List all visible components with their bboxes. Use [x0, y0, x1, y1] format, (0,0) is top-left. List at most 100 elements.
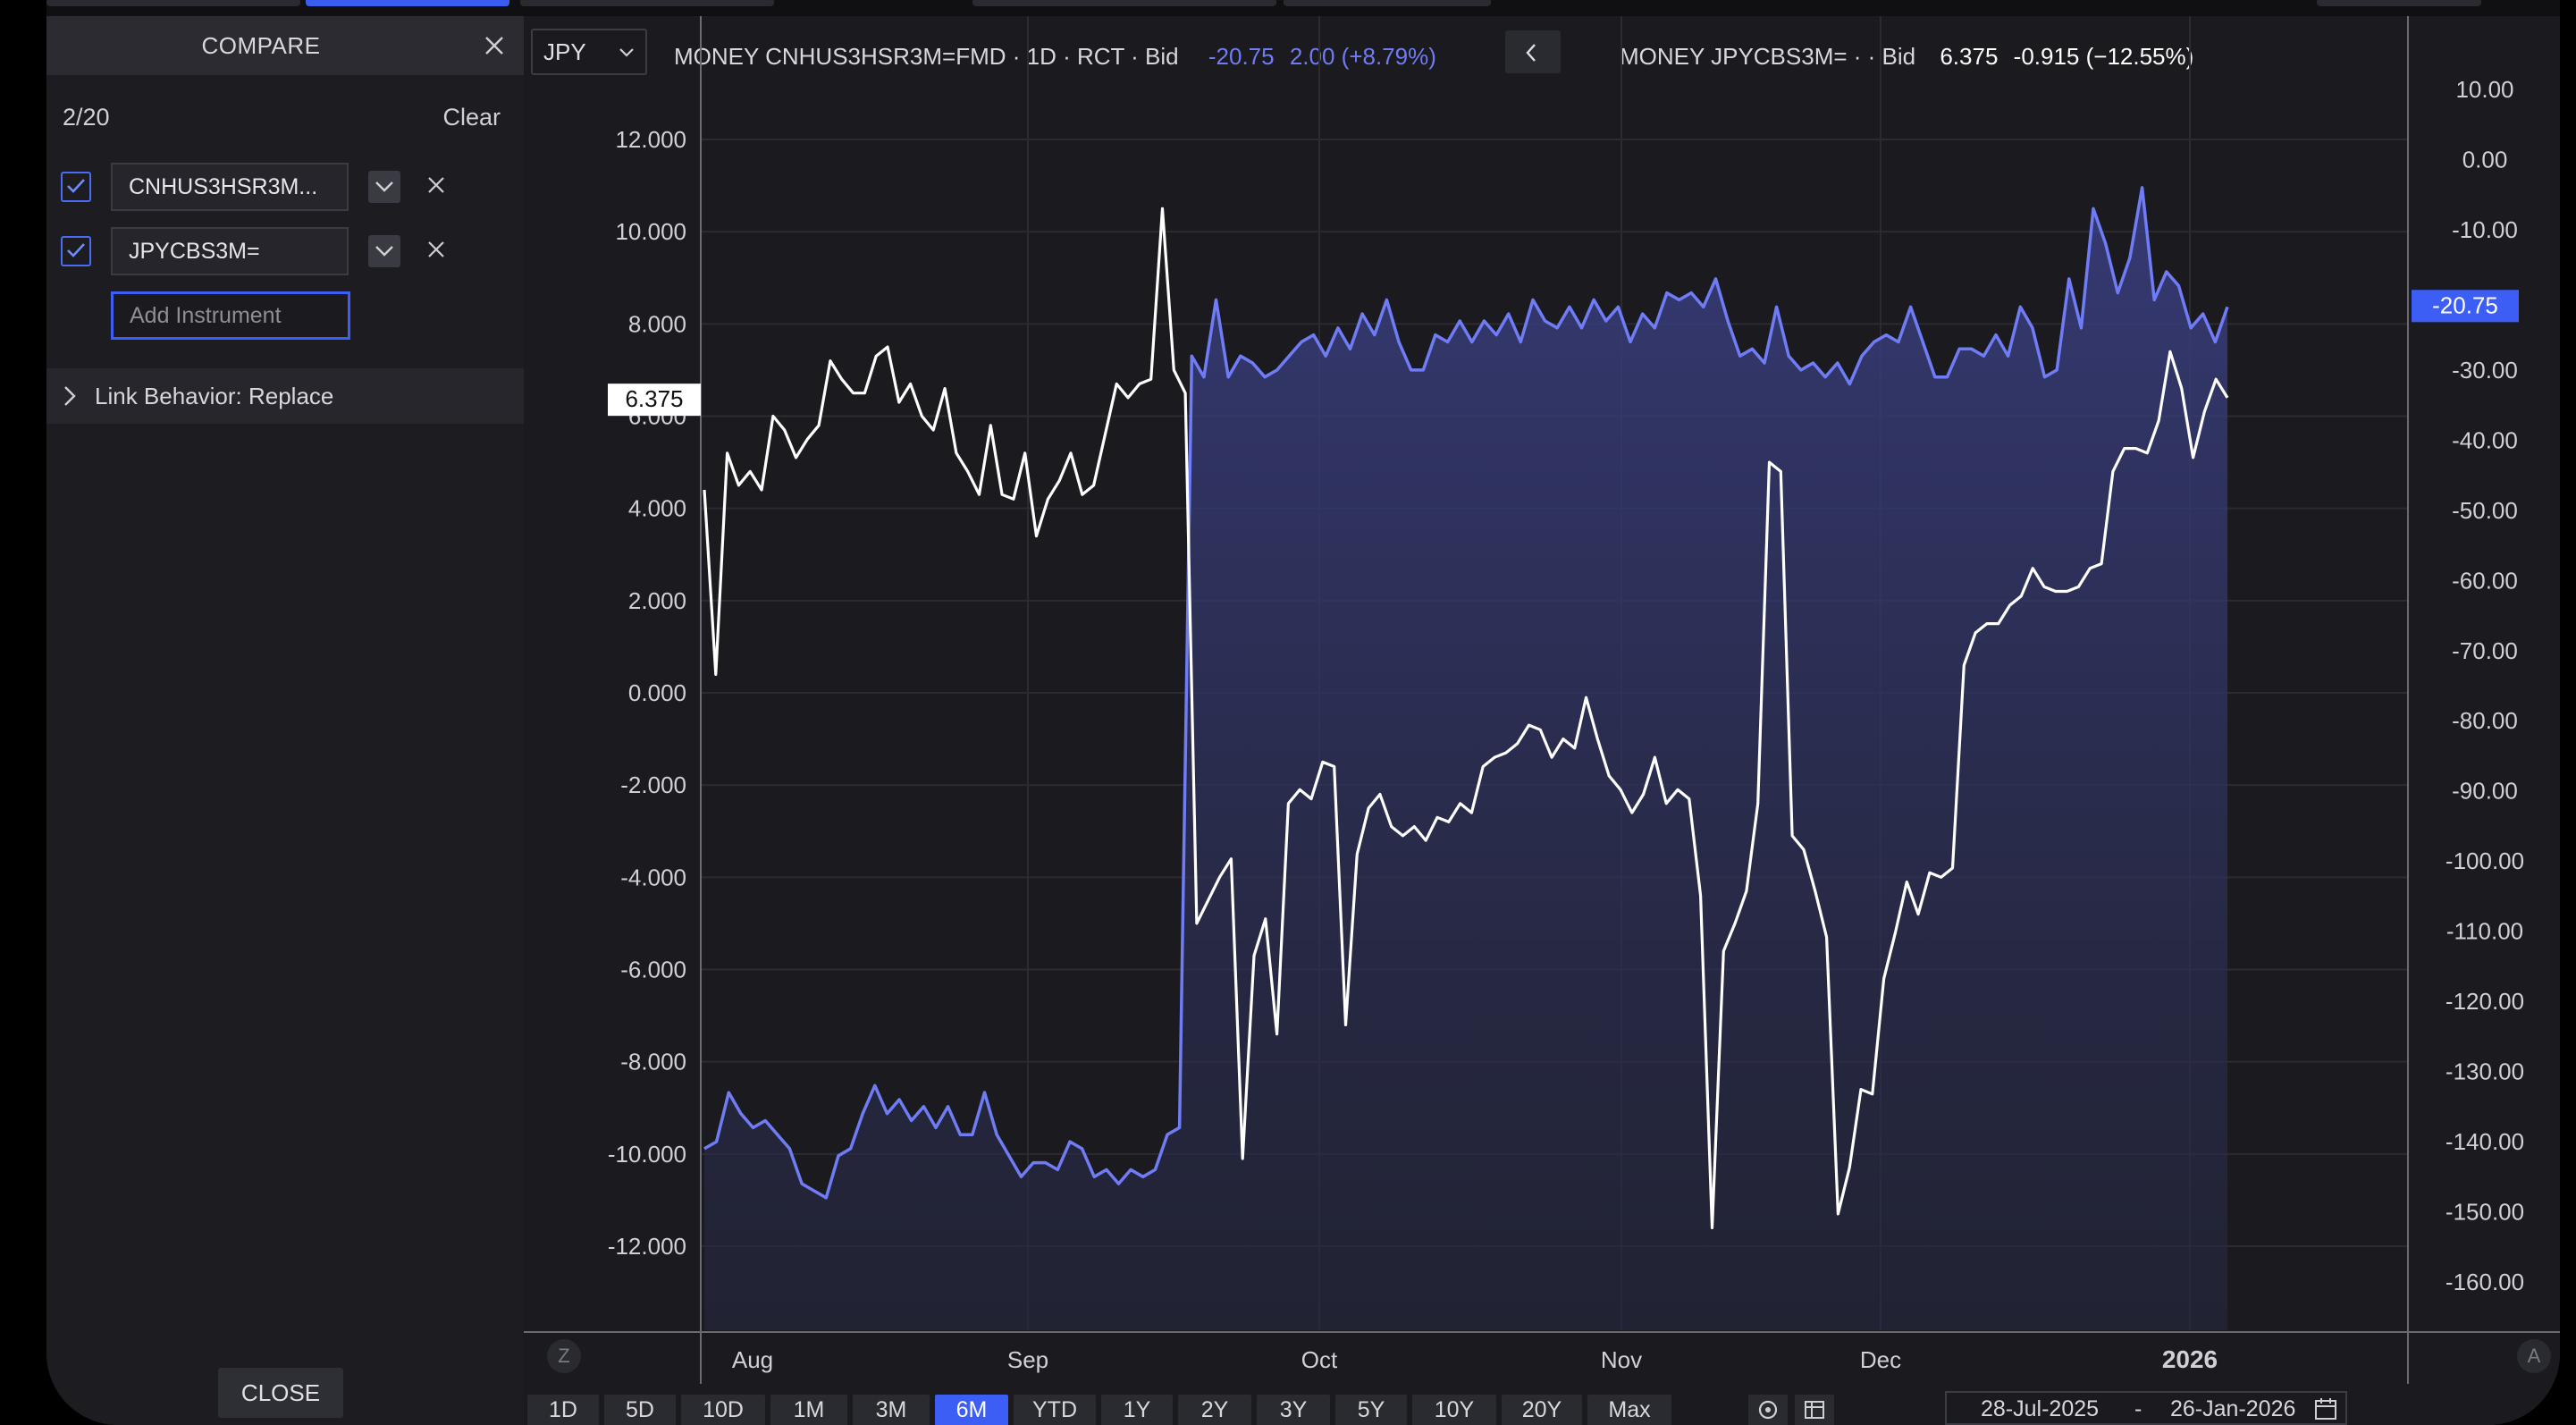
top-tab-active[interactable]	[306, 0, 509, 6]
x-tick-label: Oct	[1301, 1346, 1338, 1373]
auto-scale-button[interactable]: A	[2517, 1339, 2551, 1373]
instrument-checkbox[interactable]	[61, 236, 91, 266]
close-icon	[428, 241, 444, 257]
chart-area: JPY MONEY CNHUS3HSR3M=FMD · 1D · RCT · B…	[524, 16, 2560, 1425]
top-tab[interactable]	[972, 0, 1276, 6]
y-right-tick-label: 0.00	[2462, 146, 2508, 173]
period-button-20y[interactable]: 20Y	[1502, 1395, 1582, 1425]
chevron-down-icon	[375, 181, 393, 192]
period-button-3m[interactable]: 3M	[853, 1395, 930, 1425]
instrument-checkbox[interactable]	[61, 172, 91, 202]
compare-panel-header: COMPARE	[46, 16, 524, 75]
instrument-menu-button[interactable]	[368, 235, 400, 267]
y-right-tick-label: -120.00	[2446, 988, 2524, 1015]
app-window: COMPARE 2/20 Clear CNHUS3HSR3M... JPYCBS…	[46, 0, 2560, 1425]
top-tab[interactable]	[520, 0, 774, 6]
legend-series-1-value: -20.75	[1208, 43, 1275, 70]
top-tab-strip	[46, 0, 2560, 16]
calendar-icon	[2315, 1398, 2336, 1420]
period-button-1d[interactable]: 1D	[527, 1395, 599, 1425]
period-button-3y[interactable]: 3Y	[1257, 1395, 1330, 1425]
instrument-field[interactable]: JPYCBS3M=	[111, 227, 349, 275]
top-tab[interactable]	[1284, 0, 1491, 6]
x-tick-label: Aug	[732, 1346, 773, 1373]
check-icon	[67, 243, 85, 257]
remove-instrument-button[interactable]	[420, 234, 452, 266]
table-view-button[interactable]	[1795, 1395, 1834, 1425]
y-right-tick-label: 10.00	[2455, 76, 2513, 103]
y-left-tick-label: 10.000	[615, 218, 686, 245]
y-right-tick-label: -130.00	[2446, 1058, 2524, 1085]
y-right-tick-label: -30.00	[2452, 357, 2518, 384]
y-left-tick-label: 4.000	[628, 495, 686, 522]
legend-series-2-name: MONEY JPYCBS3M= · · Bid	[1620, 43, 1916, 70]
clear-button[interactable]: Clear	[442, 104, 501, 131]
y-right-tick-label: -40.00	[2452, 426, 2518, 453]
remove-instrument-button[interactable]	[420, 170, 452, 202]
table-icon	[1805, 1401, 1824, 1419]
y-left-tick-label: 2.000	[628, 587, 686, 614]
last-value-tag-left-text: 6.375	[625, 385, 683, 412]
link-behavior-row[interactable]: Link Behavior: Replace	[46, 368, 524, 424]
period-button-1m[interactable]: 1M	[770, 1395, 847, 1425]
top-tab[interactable]	[46, 0, 300, 6]
instrument-menu-button[interactable]	[368, 171, 400, 203]
y-left-tick-label: -8.000	[620, 1049, 686, 1075]
legend-series-2-change: -0.915 (−12.55%)	[2013, 43, 2194, 70]
y-right-tick-label: -80.00	[2452, 707, 2518, 734]
zoom-left-button[interactable]: Z	[547, 1339, 581, 1373]
date-range-picker[interactable]: 28-Jul-2025 - 26-Jan-2026	[1945, 1391, 2347, 1425]
close-button[interactable]: CLOSE	[218, 1368, 343, 1418]
settings-button[interactable]	[1748, 1395, 1788, 1425]
series-line	[703, 207, 2229, 1229]
period-button-5y[interactable]: 5Y	[1335, 1395, 1407, 1425]
currency-value: JPY	[543, 38, 586, 65]
legend-series-1: MONEY CNHUS3HSR3M=FMD · 1D · RCT · Bid -…	[674, 43, 1436, 71]
period-button-6m[interactable]: 6M	[935, 1395, 1008, 1425]
x-tick-label: 2026	[2162, 1345, 2218, 1373]
top-tab[interactable]	[2317, 0, 2481, 6]
period-button-max[interactable]: Max	[1587, 1395, 1671, 1425]
comparison-chart[interactable]: 12.00010.0008.0006.0004.0002.0000.000-2.…	[524, 16, 2560, 1393]
add-instrument-input[interactable]	[111, 291, 350, 340]
instrument-count: 2/20	[63, 104, 110, 131]
close-icon	[428, 177, 444, 193]
period-button-ytd[interactable]: YTD	[1014, 1395, 1096, 1425]
y-right-tick-label: -100.00	[2446, 847, 2524, 874]
y-left-tick-label: -12.000	[608, 1233, 686, 1260]
instrument-row: JPYCBS3M=	[61, 227, 508, 275]
legend-series-1-name: MONEY CNHUS3HSR3M=FMD · 1D · RCT · Bid	[674, 43, 1179, 70]
x-tick-label: Nov	[1601, 1346, 1642, 1373]
y-right-tick-label: -150.00	[2446, 1199, 2524, 1226]
y-right-tick-label: -50.00	[2452, 497, 2518, 524]
y-right-tick-label: -70.00	[2452, 637, 2518, 664]
instrument-field[interactable]: CNHUS3HSR3M...	[111, 163, 349, 211]
last-value-tag-right-text: -20.75	[2432, 291, 2498, 318]
legend-prev-button[interactable]	[1505, 30, 1561, 73]
date-range-separator: -	[2134, 1396, 2142, 1421]
y-right-tick-label: -110.00	[2446, 918, 2523, 945]
y-left-tick-label: 12.000	[615, 126, 686, 153]
date-range-end: 26-Jan-2026	[2170, 1396, 2296, 1421]
compare-panel-title: COMPARE	[201, 32, 321, 59]
chevron-down-icon	[375, 246, 393, 257]
y-right-tick-label: -90.00	[2452, 778, 2518, 805]
legend-series-1-change: 2.00 (+8.79%)	[1289, 43, 1436, 70]
series-line	[703, 186, 2229, 1200]
compare-panel: COMPARE 2/20 Clear CNHUS3HSR3M... JPYCBS…	[46, 16, 524, 1425]
last-value-tag-left	[608, 384, 701, 417]
y-left-tick-label: 0.000	[628, 679, 686, 706]
period-button-1y[interactable]: 1Y	[1101, 1395, 1173, 1425]
period-button-10d[interactable]: 10D	[681, 1395, 765, 1425]
period-button-2y[interactable]: 2Y	[1178, 1395, 1251, 1425]
legend-series-2-value: 6.375	[1940, 43, 1999, 70]
x-tick-label: Dec	[1860, 1346, 1901, 1373]
period-button-10y[interactable]: 10Y	[1412, 1395, 1496, 1425]
y-left-tick-label: -4.000	[620, 864, 686, 890]
legend-series-2: MONEY JPYCBS3M= · · Bid 6.375 -0.915 (−1…	[1620, 43, 2193, 71]
close-icon[interactable]	[477, 29, 511, 63]
y-right-tick-label: -140.00	[2446, 1128, 2524, 1155]
currency-select[interactable]: JPY	[531, 29, 647, 75]
period-button-5d[interactable]: 5D	[604, 1395, 676, 1425]
series-area	[704, 187, 2227, 1330]
